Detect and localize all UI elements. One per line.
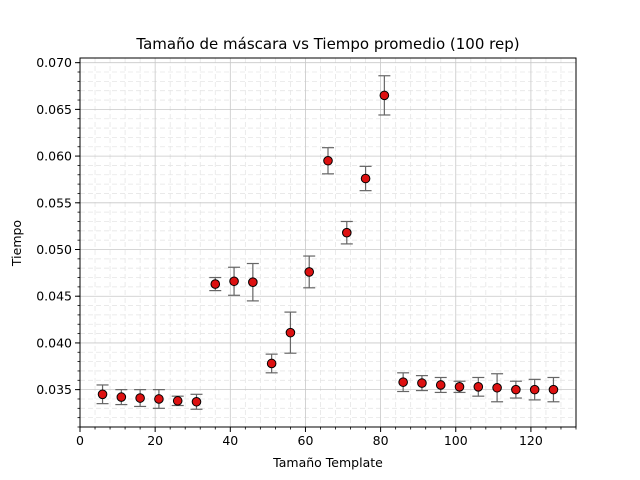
y-tick-label: 0.065: [36, 102, 72, 117]
x-tick-label: 80: [373, 433, 389, 448]
data-point: [154, 394, 164, 404]
grid: [79, 58, 577, 428]
data-point: [360, 173, 371, 184]
x-tick-label: 20: [147, 433, 163, 448]
x-tick-label: 40: [222, 433, 238, 448]
x-tick-label: 60: [298, 433, 314, 448]
plot-frame: [79, 57, 577, 428]
data-point: [266, 358, 277, 369]
data-point: [529, 384, 540, 395]
data-point: [172, 396, 183, 406]
data-point: [435, 380, 446, 390]
data-points: [97, 90, 559, 407]
data-point: [492, 382, 502, 393]
data-point: [473, 382, 484, 392]
data-point: [323, 155, 333, 166]
data-point: [248, 277, 258, 288]
y-tick-label: 0.060: [36, 149, 72, 164]
data-point: [285, 327, 296, 338]
y-tick-label: 0.035: [36, 382, 72, 397]
chart-title: Tamaño de máscara vs Tiempo promedio (10…: [135, 35, 519, 53]
y-tick-label: 0.055: [36, 195, 72, 210]
data-point: [304, 267, 315, 277]
data-point: [135, 393, 145, 403]
y-tick-label: 0.070: [36, 55, 72, 70]
data-point: [398, 377, 408, 387]
data-point: [511, 384, 521, 395]
data-point: [454, 382, 465, 392]
x-tick-label: 0: [76, 433, 84, 448]
data-point: [210, 279, 221, 289]
data-point: [341, 227, 352, 238]
x-tick-label: 100: [444, 433, 468, 448]
x-axis-label: Tamaño Template: [272, 455, 383, 470]
data-point: [191, 396, 202, 407]
y-tick-label: 0.050: [36, 242, 72, 257]
error-bars: [96, 75, 560, 410]
y-tick-label: 0.045: [36, 289, 72, 304]
x-tick-label: 120: [519, 433, 543, 448]
y-axis-ticks: 0.035 0.040 0.045 0.050 0.055 0.060 0.065 0.070: [36, 55, 80, 428]
y-axis-label: Tiempo: [9, 220, 24, 267]
data-point: [97, 389, 108, 400]
data-point: [229, 276, 239, 287]
y-tick-label: 0.040: [36, 335, 72, 350]
x-axis-ticks: 0 20 40 60 80 100 120: [76, 427, 577, 448]
data-point: [417, 378, 427, 388]
data-point: [548, 384, 559, 395]
data-point: [116, 392, 127, 402]
data-point: [379, 90, 390, 101]
